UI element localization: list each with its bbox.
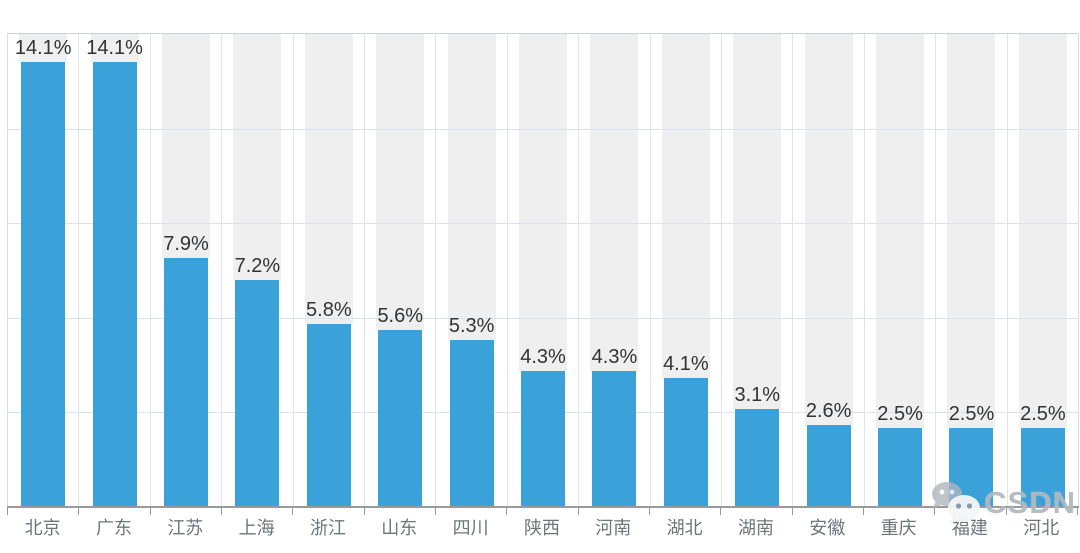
bar-value-label: 5.8% [306, 299, 352, 322]
x-axis-label: 上海 [238, 518, 275, 538]
x-axis-label: 安徽 [809, 518, 846, 538]
bar-background-band [804, 34, 853, 425]
chart-column: 14.1% [79, 34, 151, 507]
chart-column: 2.5% [936, 34, 1008, 507]
bar-background-band [947, 34, 996, 429]
bar-value-label: 7.9% [163, 232, 209, 255]
x-axis-label: 福建 [951, 518, 988, 538]
chart-column: 4.3% [508, 34, 580, 507]
bar-value-label: 2.5% [948, 403, 995, 426]
bar-background-band [376, 34, 425, 331]
bar-value-label: 2.5% [1020, 403, 1066, 426]
x-axis-label: 山东 [381, 518, 418, 538]
bar-value-label: 2.6% [805, 400, 852, 423]
chart-column: 2.6% [793, 34, 865, 507]
bar-value-label: 5.3% [448, 314, 495, 337]
bar-value-label: 14.1% [14, 37, 72, 60]
axis-tick [292, 506, 294, 515]
axis-tick [7, 506, 8, 515]
x-axis-label: 陕西 [523, 518, 560, 538]
bar-value-label: 4.3% [520, 346, 566, 369]
chart-column: 3.1% [722, 34, 794, 507]
axis-tick [934, 506, 936, 515]
bar-background-band [304, 34, 353, 325]
x-axis-labels: 北京 广东 江苏 上海 浙江 山东 四川 陕西 河南 湖北 湖南 安徽 重庆 福建 河北 [7, 515, 1077, 541]
chart-column: 14.1% [8, 34, 80, 507]
bar [1020, 428, 1065, 507]
chart-column: 2.5% [865, 34, 937, 507]
axis-tick [78, 506, 80, 515]
axis-tick [1005, 506, 1007, 515]
bar-background-band [590, 34, 639, 372]
bar-background-band [876, 34, 925, 429]
bar [949, 428, 994, 507]
chart-column: 4.3% [579, 34, 651, 507]
bar-value-label: 3.1% [734, 384, 781, 407]
bar [92, 62, 137, 507]
bar [878, 428, 923, 507]
bar-value-label: 2.5% [877, 403, 923, 426]
axis-tick [791, 506, 793, 515]
x-axis-label: 河南 [595, 518, 632, 538]
bar-background-band [90, 34, 139, 63]
axis-tick [577, 506, 579, 515]
chart-column: 7.2% [222, 34, 294, 507]
chart-column: 5.8% [294, 34, 366, 507]
bar [21, 62, 66, 507]
h-gridline [8, 317, 1078, 319]
bar [164, 257, 209, 507]
chart-column: 7.9% [151, 34, 223, 507]
bar-background-band [19, 34, 68, 63]
bar-value-label: 7.2% [234, 254, 281, 277]
axis-tick [863, 506, 864, 515]
chart-column: 5.6% [365, 34, 437, 507]
x-axis-label: 广东 [95, 518, 132, 538]
axis-tick [649, 506, 650, 515]
axis-tick [221, 506, 222, 515]
bar-background-band [519, 34, 568, 372]
x-axis-line [7, 506, 1079, 508]
axis-tick [506, 506, 508, 515]
bar [806, 425, 851, 507]
bar-background-band [447, 34, 496, 340]
x-axis-label: 四川 [452, 518, 489, 538]
chart-column: 2.5% [1008, 34, 1078, 507]
bar-value-label: 5.6% [377, 305, 424, 328]
bar [449, 339, 494, 507]
bar-background-band [661, 34, 710, 378]
bar [735, 409, 780, 507]
x-axis-label: 河北 [1023, 518, 1060, 538]
bar-background-band [1018, 34, 1067, 429]
bar [235, 279, 280, 507]
h-gridline [8, 128, 1078, 130]
chart-column: 4.1% [651, 34, 723, 507]
axis-tick [1077, 506, 1078, 515]
axis-tick [435, 506, 436, 515]
bar-background-band [233, 34, 282, 280]
axis-tick [149, 506, 151, 515]
bar [592, 371, 637, 507]
chart-columns: 14.1% 14.1% 7.9% 7.2% 5.8% 5.6% 5.3% 4.3% 4.3% 4.… [8, 34, 1078, 507]
x-axis-label: 湖北 [666, 518, 703, 538]
x-axis-label: 湖南 [737, 518, 774, 538]
h-gridline [8, 223, 1078, 225]
bar-value-label: 14.1% [86, 37, 143, 60]
axis-tick [363, 506, 365, 515]
bar [306, 324, 351, 507]
x-axis-label: 浙江 [309, 518, 346, 538]
bar-background-band [162, 34, 211, 258]
bar-value-label: 4.3% [591, 346, 638, 369]
plot-area: 14.1% 14.1% 7.9% 7.2% 5.8% 5.6% 5.3% 4.3% 4.3% 4.… [7, 33, 1079, 507]
bar [663, 377, 708, 507]
chart-column: 5.3% [436, 34, 508, 507]
x-axis-label: 重庆 [880, 518, 917, 538]
bar-background-band [733, 34, 782, 410]
x-axis-label: 北京 [24, 518, 61, 538]
bar [521, 371, 566, 507]
bar-value-label: 4.1% [663, 352, 709, 375]
bar [378, 330, 423, 507]
x-axis-label: 江苏 [167, 518, 204, 538]
axis-tick [720, 506, 722, 515]
